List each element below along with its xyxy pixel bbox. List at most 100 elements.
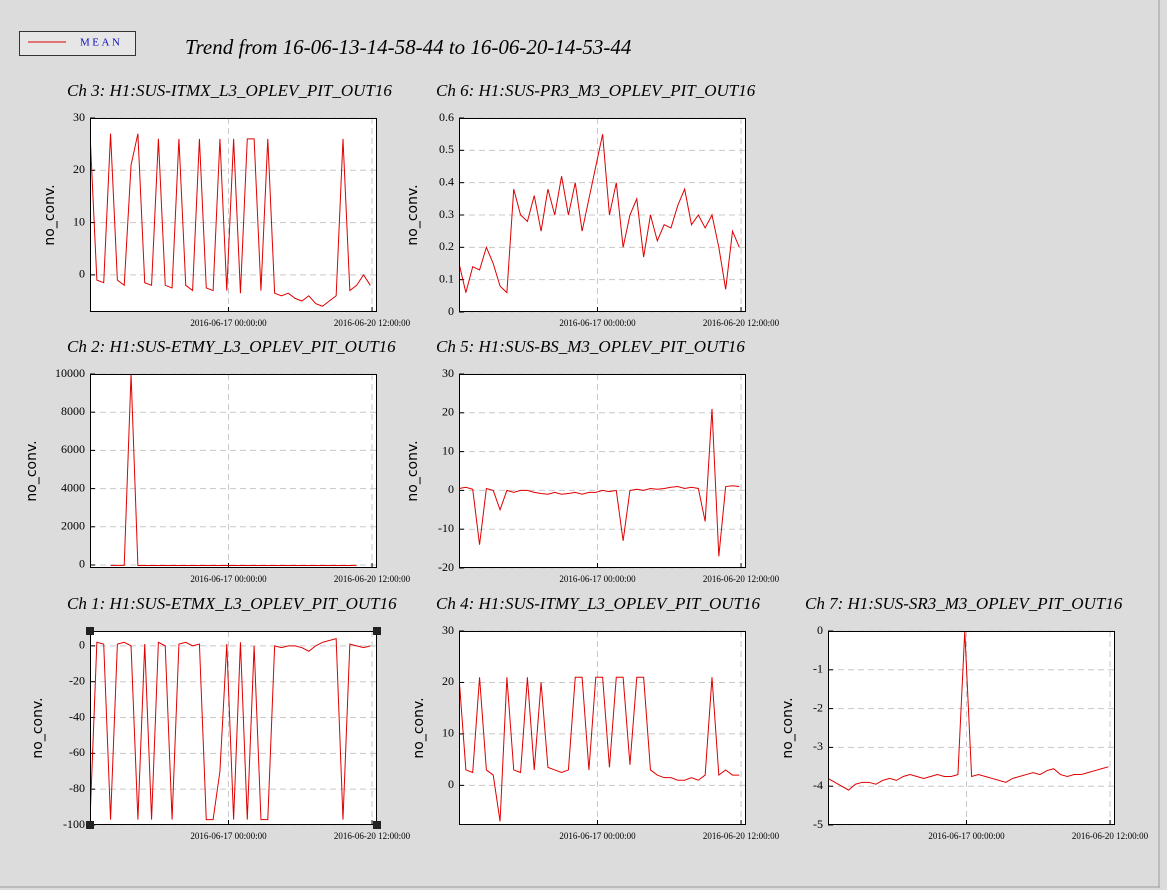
y-tick-label: 0.3 bbox=[439, 207, 454, 221]
y-tick-label: 30 bbox=[442, 366, 454, 380]
y-tick-label: 10 bbox=[73, 214, 85, 228]
y-tick-label: 8000 bbox=[61, 404, 85, 418]
chart-title: Ch 6: H1:SUS-PR3_M3_OPLEV_PIT_OUT16 bbox=[436, 81, 756, 100]
plot-area bbox=[828, 631, 1115, 825]
chart-title: Ch 5: H1:SUS-BS_M3_OPLEV_PIT_OUT16 bbox=[436, 337, 745, 356]
x-tick-label: 2016-06-20 12:00:00 bbox=[703, 574, 780, 584]
trend-line bbox=[90, 133, 371, 307]
y-axis-label: no_conv. bbox=[780, 697, 796, 758]
trace bbox=[828, 631, 1109, 791]
y-tick-label: -100 bbox=[63, 817, 85, 831]
y-tick-label: 30 bbox=[73, 110, 85, 124]
legend: MEAN bbox=[19, 31, 136, 56]
chart: 0 0.1 0.2 0.3 0.4 0.5 0.6 2016-06-17 00:00:00 20… bbox=[405, 81, 780, 328]
y-axis-label: no_conv. bbox=[411, 697, 427, 758]
selection-handle bbox=[373, 627, 381, 635]
x-tick-label: 2016-06-17 00:00:00 bbox=[559, 318, 636, 328]
y-axis-label: no_conv. bbox=[42, 184, 58, 245]
plot-frame bbox=[90, 374, 377, 568]
plot-frame bbox=[90, 631, 377, 825]
chart-title: Ch 4: H1:SUS-ITMY_L3_OPLEV_PIT_OUT16 bbox=[436, 594, 760, 613]
y-tick-label: 0.2 bbox=[439, 239, 454, 253]
x-tick-label: 2016-06-17 00:00:00 bbox=[928, 831, 1005, 841]
y-tick-label: 20 bbox=[442, 405, 454, 419]
trend-line bbox=[110, 374, 357, 567]
y-tick-label: -40 bbox=[69, 709, 85, 723]
y-tick-label: 10 bbox=[442, 443, 454, 457]
trend-line bbox=[459, 676, 740, 822]
y-tick-label: 0 bbox=[79, 557, 85, 571]
plot-frame bbox=[459, 118, 746, 312]
legend-label: MEAN bbox=[80, 37, 122, 49]
y-tick-label: 0.1 bbox=[439, 271, 454, 285]
page-title: Trend from 16-06-13-14-58-44 to 16-06-20… bbox=[185, 35, 632, 59]
chart-title: Ch 3: H1:SUS-ITMX_L3_OPLEV_PIT_OUT16 bbox=[67, 81, 392, 100]
chart: 0 10 20 30 2016-06-17 00:00:00 2016-06-20 12:… bbox=[411, 594, 780, 841]
trace bbox=[459, 676, 740, 822]
chart-title: Ch 7: H1:SUS-SR3_M3_OPLEV_PIT_OUT16 bbox=[805, 594, 1123, 613]
x-tick-label: 2016-06-20 12:00:00 bbox=[703, 318, 780, 328]
y-tick-label: 0.6 bbox=[439, 110, 454, 124]
plot-frame bbox=[459, 374, 746, 568]
trace bbox=[459, 408, 740, 557]
trace bbox=[110, 374, 357, 567]
trend-line bbox=[459, 134, 740, 294]
x-tick-label: 2016-06-20 12:00:00 bbox=[334, 831, 411, 841]
y-tick-label: -80 bbox=[69, 781, 85, 795]
y-tick-label: -20 bbox=[438, 560, 454, 574]
chart: 0 2000 4000 6000 8000 10000 2016-06-17 00:00:0… bbox=[24, 337, 411, 584]
y-axis-label: no_conv. bbox=[24, 440, 40, 501]
x-tick-label: 2016-06-17 00:00:00 bbox=[190, 574, 267, 584]
x-tick-label: 2016-06-20 12:00:00 bbox=[703, 831, 780, 841]
x-tick-label: 2016-06-20 12:00:00 bbox=[334, 318, 411, 328]
legend-box bbox=[19, 31, 136, 56]
y-axis-label: no_conv. bbox=[405, 440, 421, 501]
y-tick-label: -3 bbox=[813, 739, 823, 753]
trace bbox=[459, 134, 740, 294]
x-tick-label: 2016-06-20 12:00:00 bbox=[1072, 831, 1149, 841]
x-tick-label: 2016-06-17 00:00:00 bbox=[559, 574, 636, 584]
chart: -5 -4 -3 -2 -1 0 2016-06-17 00:00:00 2016-06-20… bbox=[780, 594, 1149, 841]
plot-area bbox=[459, 631, 746, 825]
trace bbox=[90, 133, 371, 307]
y-tick-label: 0.5 bbox=[439, 142, 454, 156]
y-tick-label: -1 bbox=[813, 662, 823, 676]
plot-frame bbox=[828, 631, 1115, 825]
y-tick-label: -2 bbox=[813, 700, 823, 714]
plot-area bbox=[90, 374, 377, 568]
trend-line bbox=[459, 408, 740, 557]
y-tick-label: 2000 bbox=[61, 519, 85, 533]
plot-area bbox=[459, 374, 746, 568]
y-tick-label: -5 bbox=[813, 817, 823, 831]
selection-handle bbox=[373, 821, 381, 829]
y-tick-label: 20 bbox=[442, 674, 454, 688]
y-tick-label: 0 bbox=[79, 267, 85, 281]
plot-frame bbox=[90, 118, 377, 312]
y-tick-label: 0 bbox=[817, 623, 823, 637]
y-tick-label: -10 bbox=[438, 521, 454, 535]
plot-area bbox=[90, 631, 377, 825]
charts: 0 10 20 30 2016-06-17 00:00:00 2016-06-20 12:… bbox=[24, 81, 1149, 841]
chart: -20 -10 0 10 20 30 2016-06-17 00:00:00 2016-06-… bbox=[405, 337, 780, 584]
x-tick-label: 2016-06-17 00:00:00 bbox=[190, 831, 267, 841]
x-tick-label: 2016-06-20 12:00:00 bbox=[334, 574, 411, 584]
y-tick-label: 6000 bbox=[61, 442, 85, 456]
y-tick-label: 0 bbox=[79, 638, 85, 652]
y-tick-label: -20 bbox=[69, 673, 85, 687]
y-tick-label: 0.4 bbox=[439, 174, 454, 188]
y-tick-label: 10 bbox=[442, 726, 454, 740]
y-tick-label: 10000 bbox=[55, 366, 85, 380]
trace bbox=[90, 638, 371, 821]
chart-title: Ch 1: H1:SUS-ETMX_L3_OPLEV_PIT_OUT16 bbox=[67, 594, 397, 613]
y-tick-label: -60 bbox=[69, 745, 85, 759]
y-tick-label: 0 bbox=[448, 777, 454, 791]
chart: 0 10 20 30 2016-06-17 00:00:00 2016-06-20 12:… bbox=[42, 81, 411, 328]
trend-line bbox=[90, 638, 371, 821]
y-axis-label: no_conv. bbox=[30, 697, 46, 758]
selection-handle bbox=[86, 821, 94, 829]
chart: -100 -80 -60 -40 -20 0 2016-06-17 00:00:00 2016… bbox=[30, 594, 411, 841]
chart-title: Ch 2: H1:SUS-ETMY_L3_OPLEV_PIT_OUT16 bbox=[67, 337, 396, 356]
x-tick-label: 2016-06-17 00:00:00 bbox=[559, 831, 636, 841]
y-tick-label: 0 bbox=[448, 482, 454, 496]
